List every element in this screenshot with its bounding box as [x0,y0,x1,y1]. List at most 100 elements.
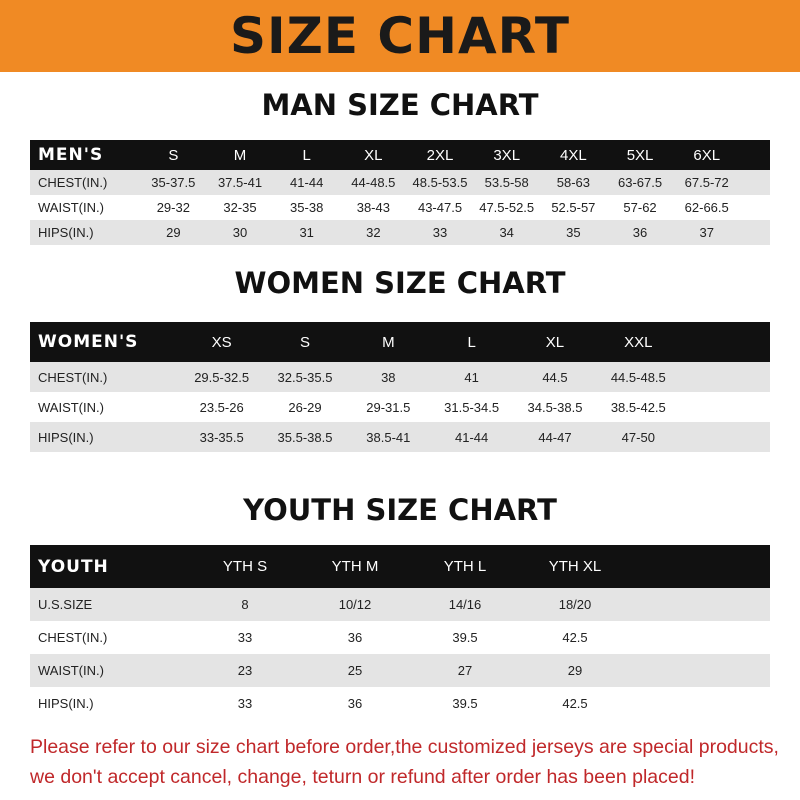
table-cell: 67.5-72 [684,175,729,190]
table-cell: 38 [381,369,396,385]
table-cell: 33-35.5 [199,429,244,445]
table-cell: 31.5-34.5 [444,399,500,415]
size-header: 2XL [426,146,454,164]
table-cell: 29.5-32.5 [194,369,250,385]
men-title: MAN SIZE CHART [261,88,539,122]
row-label: HIPS(IN.) [38,429,94,445]
row-label: WAIST(IN.) [38,399,104,415]
table-cell: 44.5-48.5 [610,369,666,385]
table-cell: 62-66.5 [684,200,729,215]
table-cell: 41 [464,369,479,385]
table-cell: 23 [237,663,253,678]
size-header: M [233,146,247,164]
table-cell: 57-62 [623,200,657,215]
size-header: YTH L [443,558,487,575]
table-row: CHEST(IN.) 33 36 39.5 42.5 [30,621,770,654]
size-header: XL [364,146,383,164]
banner: SIZE CHART [0,0,800,72]
table-cell: 63-67.5 [617,175,663,190]
table-cell: 47-50 [621,429,655,445]
table-cell: 35-38 [290,200,324,215]
table-cell: 25 [347,663,363,678]
size-header: YTH M [331,558,379,575]
table-cell: 23.5-26 [199,399,244,415]
table-cell: 38.5-41 [366,429,411,445]
table-header-label: MEN'S [38,145,104,165]
row-label: U.S.SIZE [38,597,93,612]
size-header: 6XL [693,146,721,164]
table-cell: 39.5 [452,696,478,711]
row-label: CHEST(IN.) [38,630,108,645]
table-cell: 8 [241,597,249,612]
size-header: L [302,146,311,164]
table-row: CHEST(IN.) 29.5-32.5 32.5-35.5 38 41 44.5 44.5… [30,362,770,392]
table-header-label: WOMEN'S [38,332,139,352]
table-cell: 39.5 [452,630,478,645]
disclaimer-line-2: we don't accept cancel, change, teturn o… [30,766,695,788]
table-header-row: YOUTH YTH S YTH M YTH L YTH XL [30,545,770,588]
table-cell: 36 [347,630,363,645]
disclaimer-line-1: Please refer to our size chart before or… [30,736,779,758]
size-header: M [382,333,395,351]
table-cell: 41-44 [290,175,324,190]
table-cell: 29 [567,663,583,678]
table-cell: 31 [299,225,314,240]
table-header-row: WOMEN'S XS S M L XL XXL [30,322,770,362]
size-header: 3XL [493,146,521,164]
table-cell: 37 [699,225,714,240]
table-cell: 38.5-42.5 [610,399,666,415]
table-cell: 41-44 [455,429,489,445]
table-cell: 47.5-52.5 [479,200,535,215]
table-cell: 29 [166,225,181,240]
table-cell: 42.5 [562,630,588,645]
size-header: 5XL [626,146,654,164]
table-cell: 37.5-41 [217,175,263,190]
table-cell: 26-29 [288,399,322,415]
table-cell: 52.5-57 [551,200,596,215]
table-cell: 30 [232,225,248,240]
table-cell: 36 [347,696,363,711]
row-label: CHEST(IN.) [38,369,108,385]
table-row: HIPS(IN.) 33-35.5 35.5-38.5 38.5-41 41-44 44-… [30,422,770,452]
youth-title: YOUTH SIZE CHART [243,493,557,527]
table-cell: 27 [457,663,473,678]
table-row: HIPS(IN.) 33 36 39.5 42.5 [30,687,770,720]
row-label: WAIST(IN.) [38,200,104,215]
table-cell: 33 [237,630,253,645]
table-row: WAIST(IN.) 29-32 32-35 35-38 38-43 43-47.5 47.… [30,195,770,220]
row-label: CHEST(IN.) [38,175,108,190]
row-label: HIPS(IN.) [38,696,94,711]
table-cell: 35 [566,225,581,240]
table-row: WAIST(IN.) 23 25 27 29 [30,654,770,687]
table-cell: 32 [366,225,381,240]
men-size-table: MEN'S S M L XL 2XL 3XL 4XL 5XL 6XL CHEST(IN.) 35-37… [30,140,770,245]
table-cell: 35.5-38.5 [277,429,333,445]
size-header: 4XL [560,146,587,164]
table-cell: 44-47 [538,429,572,445]
table-cell: 32.5-35.5 [277,369,333,385]
size-header: L [467,333,476,351]
table-cell: 53.5-58 [484,175,529,190]
table-cell: 36 [632,225,648,240]
table-row: CHEST(IN.) 35-37.5 37.5-41 41-44 44-48.5 48.5… [30,170,770,195]
women-title: WOMEN SIZE CHART [234,266,566,300]
size-header: YTH S [222,558,268,575]
table-cell: 10/12 [338,597,372,612]
table-cell: 33 [432,225,448,240]
banner-title: SIZE CHART [229,7,571,65]
size-header: XS [211,333,232,351]
table-cell: 33 [237,696,253,711]
table-cell: 42.5 [562,696,588,711]
size-header: XL [545,333,565,351]
size-header: S [168,146,179,164]
size-header: S [299,333,310,351]
table-row: HIPS(IN.) 29 30 31 32 33 34 35 36 37 [30,220,770,245]
row-label: WAIST(IN.) [38,663,104,678]
row-label: HIPS(IN.) [38,225,94,240]
table-cell: 18/20 [558,597,592,612]
table-cell: 43-47.5 [417,200,463,215]
table-cell: 34 [499,225,514,240]
table-cell: 32-35 [223,200,257,215]
table-header-row: MEN'S S M L XL 2XL 3XL 4XL 5XL 6XL [30,140,770,170]
table-cell: 58-63 [556,175,590,190]
